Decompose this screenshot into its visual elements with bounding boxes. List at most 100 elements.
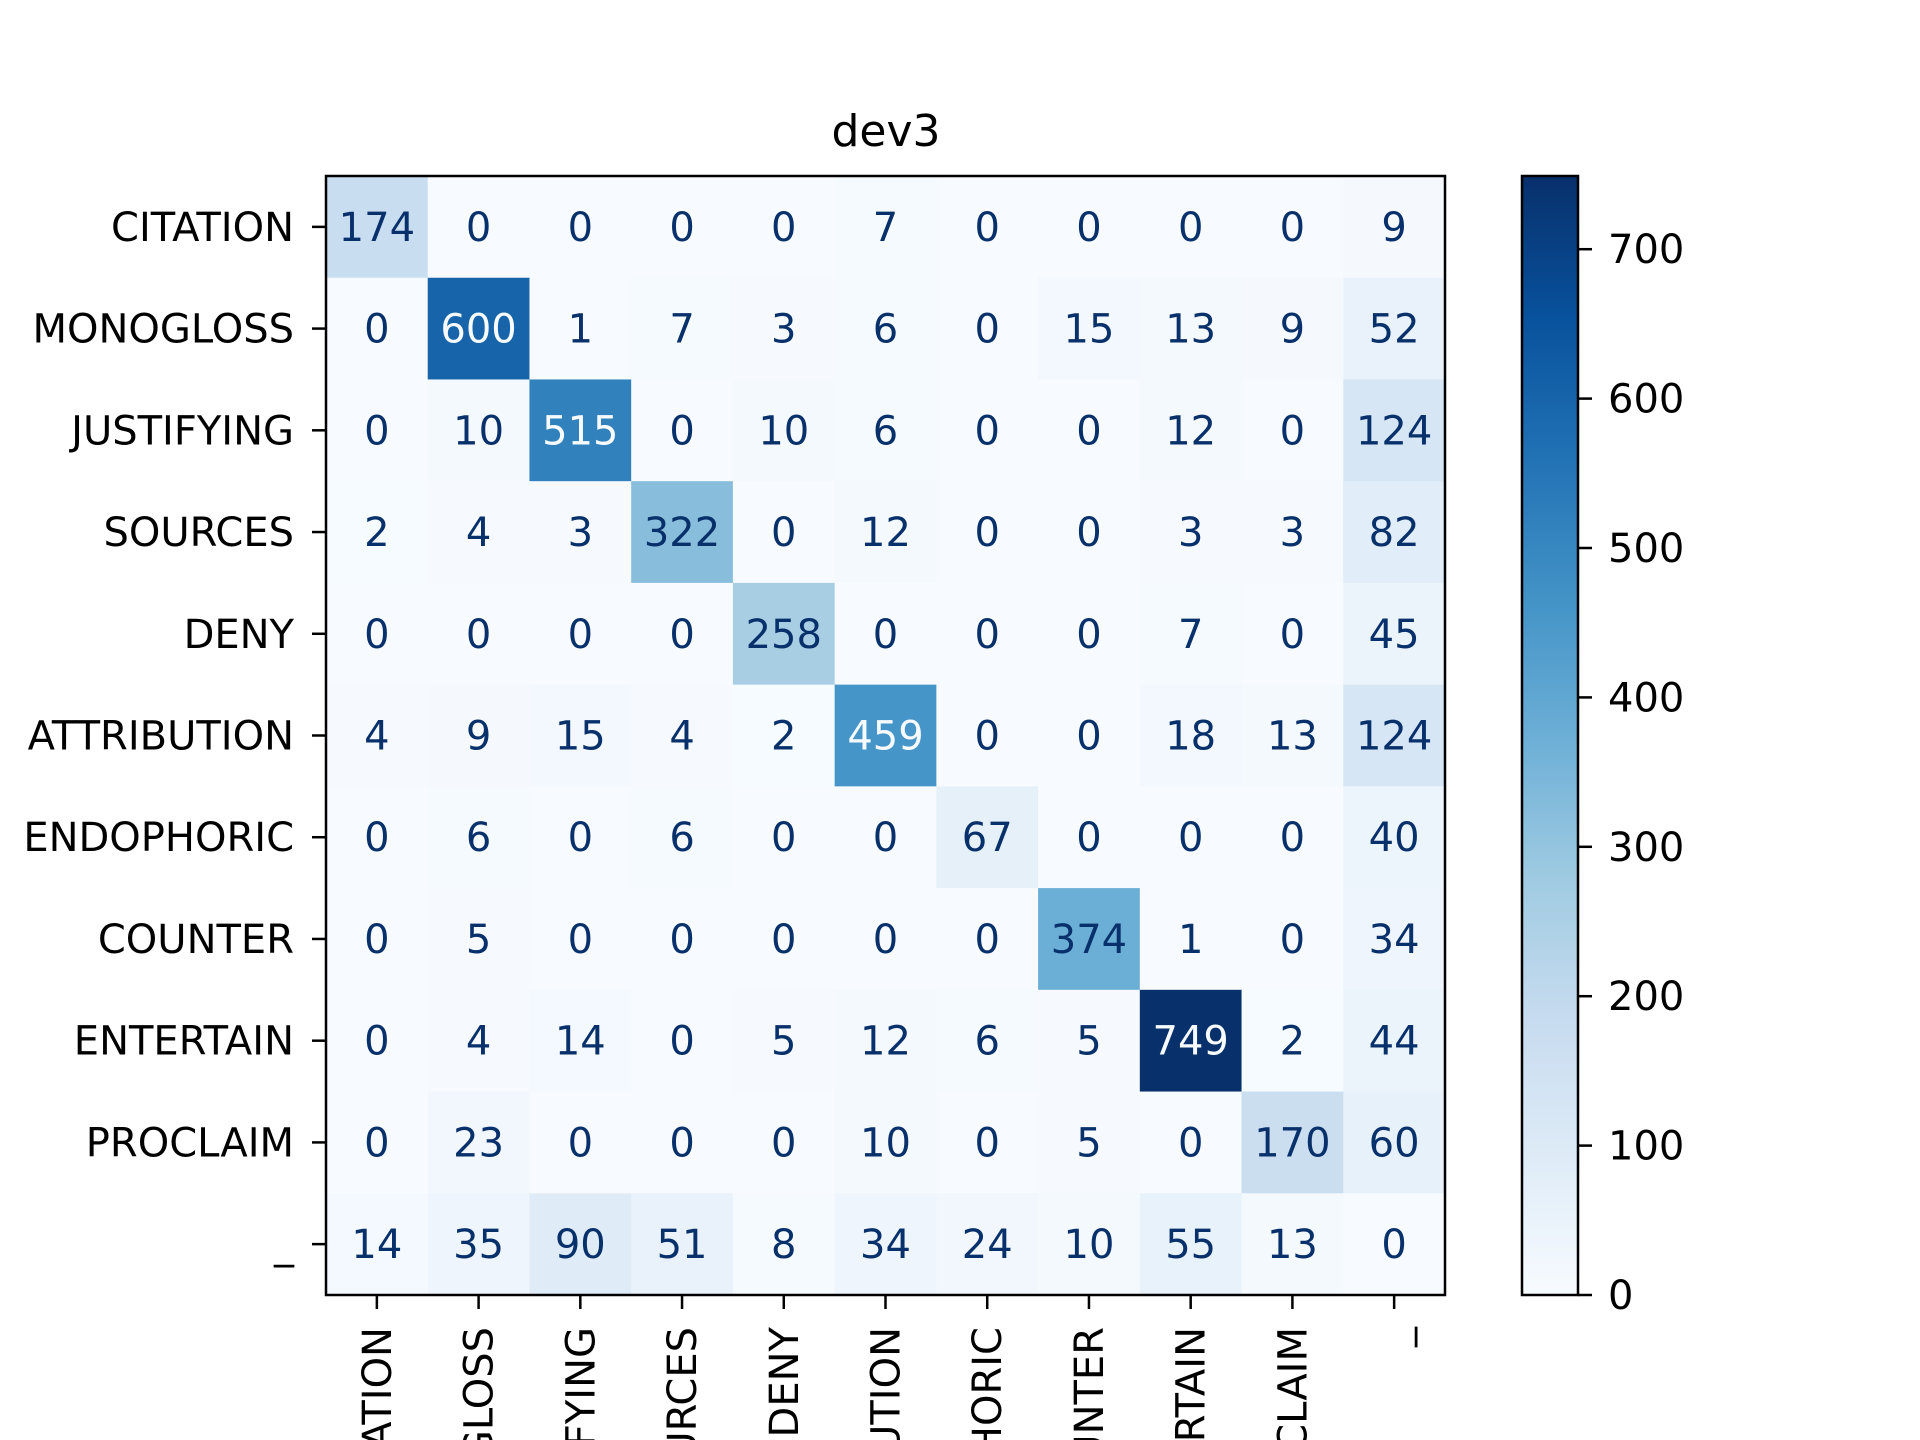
- heatmap-cell: [1038, 786, 1141, 889]
- heatmap-cell: [326, 989, 429, 1093]
- heatmap-cell: [732, 786, 836, 889]
- heatmap-cell: [834, 684, 937, 787]
- cell-value-label: 3: [568, 510, 593, 556]
- heatmap-cell: [936, 786, 1039, 889]
- heatmap-cell: [732, 582, 836, 686]
- cell-value-label: 0: [771, 1120, 796, 1166]
- cell-value-label: 0: [669, 1120, 694, 1166]
- row-tick-label: COUNTER: [98, 917, 294, 963]
- cell-value-label: 0: [873, 815, 898, 861]
- cell-value-label: 9: [1280, 307, 1305, 353]
- cell-value-label: 44: [1369, 1019, 1420, 1065]
- cell-value-label: 459: [847, 714, 923, 760]
- cell-value-label: 34: [1369, 917, 1420, 963]
- cell-value-label: 23: [453, 1120, 504, 1166]
- cell-value-label: 7: [1178, 612, 1203, 658]
- heatmap-cell: [427, 1193, 530, 1296]
- cell-value-label: 0: [1076, 714, 1101, 760]
- colorbar-tick-label: 100: [1608, 1124, 1684, 1170]
- cell-value-label: 34: [860, 1222, 911, 1268]
- heatmap-cell: [1038, 1091, 1141, 1194]
- heatmap-cell: [631, 1091, 734, 1194]
- cell-value-label: 10: [860, 1120, 911, 1166]
- cell-value-label: 7: [873, 205, 898, 251]
- heatmap-cell: [732, 176, 836, 279]
- cell-value-label: 18: [1165, 714, 1216, 760]
- row-tick-label: SOURCES: [103, 510, 294, 556]
- heatmap-cell: [326, 888, 429, 991]
- heatmap-cell: [732, 277, 836, 380]
- heatmap-cell: [1139, 1193, 1243, 1296]
- cell-value-label: 0: [975, 205, 1000, 251]
- heatmap-cell: [834, 1091, 937, 1194]
- heatmap-cell: [326, 1091, 429, 1194]
- heatmap-cell: [427, 277, 530, 380]
- heatmap-cell: [732, 481, 836, 584]
- cell-value-label: 12: [860, 510, 911, 556]
- cell-value-label: 4: [669, 714, 694, 760]
- cell-value-label: 374: [1051, 917, 1127, 963]
- cell-value-label: 0: [1280, 408, 1305, 454]
- heatmap-cell: [1038, 1193, 1141, 1296]
- cell-value-label: 6: [669, 815, 694, 861]
- cell-value-label: 5: [466, 917, 491, 963]
- heatmap-cell: [936, 1091, 1039, 1194]
- cell-value-label: 45: [1369, 612, 1420, 658]
- row-tick-label: DENY: [184, 612, 295, 658]
- heatmap-cell: [936, 176, 1039, 279]
- heatmap-cell: [529, 786, 632, 889]
- heatmap-cell: [631, 989, 734, 1093]
- cell-value-label: 0: [568, 917, 593, 963]
- cell-value-label: 82: [1369, 510, 1420, 556]
- heatmap-cell: [732, 1193, 836, 1296]
- cell-value-label: 0: [873, 612, 898, 658]
- heatmap-cell: [936, 684, 1039, 787]
- heatmap-cell: [631, 176, 734, 279]
- colorbar-tick-labels: 0 100 200 300 400 500 600 700: [1578, 227, 1684, 1319]
- heatmap-cell: [1241, 277, 1344, 380]
- row-tick-label: _: [273, 1222, 295, 1268]
- heatmap-cell: [326, 379, 429, 482]
- heatmap-cell: [936, 888, 1039, 991]
- heatmap-cell: [1241, 582, 1344, 686]
- cell-value-label: 1: [1178, 917, 1203, 963]
- heatmap-cell: [1343, 1091, 1446, 1194]
- cell-value-label: 4: [466, 1019, 491, 1065]
- heatmap-cell: [1343, 277, 1446, 380]
- cell-value-label: 0: [364, 612, 389, 658]
- heatmap-cell: [1343, 786, 1446, 889]
- heatmap-cell: [1038, 481, 1141, 584]
- cell-value-label: 0: [1381, 1222, 1406, 1268]
- heatmap-cell: [1139, 684, 1243, 787]
- column-tick-label: DENY: [762, 1326, 808, 1437]
- cell-value-label: 14: [555, 1019, 606, 1065]
- cell-value-label: 0: [1178, 205, 1203, 251]
- cell-value-label: 15: [1064, 307, 1115, 353]
- cell-value-label: 7: [669, 307, 694, 353]
- column-tick-label: GLOSS: [457, 1327, 503, 1440]
- cell-value-label: 9: [466, 714, 491, 760]
- heatmap-cell: [834, 1193, 937, 1296]
- heatmap-cell: [631, 582, 734, 686]
- cell-value-label: 4: [466, 510, 491, 556]
- cell-value-label: 0: [568, 815, 593, 861]
- heatmap-cell: [1139, 481, 1243, 584]
- cell-value-label: 10: [1064, 1222, 1115, 1268]
- heatmap-cell: [1038, 989, 1141, 1093]
- cell-value-label: 0: [1178, 815, 1203, 861]
- colorbar-tick-label: 700: [1608, 227, 1684, 273]
- heatmap-cell: [1038, 176, 1141, 279]
- heatmap-cell: [936, 379, 1039, 482]
- heatmap-cell: [326, 176, 429, 279]
- heatmap-cell: [1241, 379, 1344, 482]
- heatmap-cell: [936, 1193, 1039, 1296]
- heatmap-cell: [631, 786, 734, 889]
- cell-value-label: 5: [1076, 1019, 1101, 1065]
- heatmap-cell: [427, 684, 530, 787]
- heatmap-cell: [936, 989, 1039, 1093]
- cell-value-label: 9: [1381, 205, 1406, 251]
- heatmap-cell: [1139, 989, 1243, 1093]
- heatmap-cell: [631, 481, 734, 584]
- cell-value-label: 2: [364, 510, 389, 556]
- heatmap-cell: [1139, 786, 1243, 889]
